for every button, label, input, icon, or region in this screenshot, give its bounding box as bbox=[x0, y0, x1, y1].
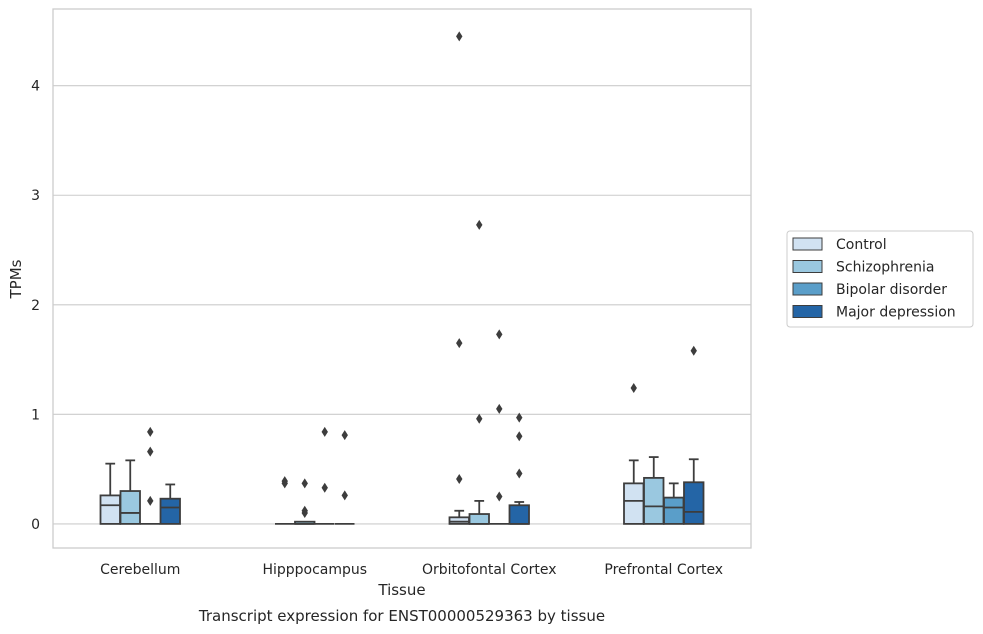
legend-label: Schizophrenia bbox=[836, 260, 934, 276]
box-body bbox=[448, 516, 470, 525]
x-axis-title: Tissue bbox=[377, 581, 425, 599]
legend-swatch bbox=[792, 237, 823, 251]
y-tick-label: 0 bbox=[31, 517, 40, 533]
box-0-0 bbox=[99, 462, 121, 525]
outlier-point bbox=[341, 430, 348, 441]
y-tick-label: 2 bbox=[31, 298, 40, 314]
box-3-1 bbox=[643, 456, 665, 525]
box-1-1 bbox=[294, 478, 316, 525]
outlier-point bbox=[476, 219, 483, 230]
x-tick-label: Hipppocampus bbox=[262, 562, 367, 578]
outlier-point bbox=[516, 412, 523, 423]
outlier-point bbox=[456, 31, 463, 42]
plot-frame bbox=[52, 8, 752, 549]
legend-label: Control bbox=[836, 237, 887, 253]
outlier-point bbox=[147, 446, 154, 457]
box-0-3 bbox=[159, 483, 181, 525]
outlier-point bbox=[476, 413, 483, 424]
x-tick-label: Orbitofontal Cortex bbox=[422, 562, 557, 578]
chart-caption: Transcript expression for ENST0000052936… bbox=[198, 607, 605, 625]
box-3-3 bbox=[683, 345, 705, 525]
box-1-3 bbox=[335, 430, 355, 525]
box-body bbox=[508, 504, 530, 525]
box-2-1 bbox=[468, 219, 490, 525]
box-2-2 bbox=[489, 329, 509, 525]
legend-swatch bbox=[792, 282, 823, 296]
y-tick-label: 3 bbox=[31, 188, 40, 204]
legend-swatch bbox=[792, 305, 823, 318]
outlier-point bbox=[281, 476, 288, 487]
box-2-3 bbox=[508, 412, 530, 525]
box-2-0 bbox=[448, 31, 470, 525]
outlier-point bbox=[630, 383, 637, 394]
outlier-point bbox=[496, 491, 503, 502]
outlier-point bbox=[147, 495, 154, 506]
box-0-1 bbox=[119, 459, 141, 525]
box-body bbox=[683, 481, 705, 525]
box-1-0 bbox=[275, 476, 295, 525]
y-tick-label: 4 bbox=[31, 79, 40, 95]
outlier-point bbox=[496, 329, 503, 340]
box-groups bbox=[99, 31, 705, 525]
box-0-2 bbox=[140, 426, 160, 525]
outlier-point bbox=[301, 505, 308, 516]
outlier-point bbox=[516, 431, 523, 442]
y-tick-labels: 0 1 2 3 4 bbox=[31, 79, 40, 533]
outlier-point bbox=[341, 490, 348, 501]
outlier-point bbox=[321, 482, 328, 493]
legend-label: Bipolar disorder bbox=[836, 282, 947, 298]
outlier-point bbox=[301, 478, 308, 489]
box-1-2 bbox=[315, 426, 335, 525]
legend: Control Schizophrenia Bipolar disorder Majo… bbox=[786, 230, 974, 328]
outlier-point bbox=[690, 345, 697, 356]
box-body bbox=[119, 490, 141, 525]
x-tick-label: Cerebellum bbox=[100, 562, 180, 578]
box-body bbox=[468, 513, 490, 525]
box-3-2 bbox=[663, 482, 685, 525]
legend-label: Major depression bbox=[836, 305, 956, 321]
y-axis-title: TPMs bbox=[7, 259, 25, 299]
outlier-point bbox=[321, 426, 328, 437]
legend-frame bbox=[786, 230, 974, 328]
x-tick-labels: Cerebellum Hipppocampus Orbitofontal Corte… bbox=[100, 562, 723, 578]
outlier-point bbox=[456, 338, 463, 349]
outlier-point bbox=[496, 403, 503, 414]
x-tick-label: Prefrontal Cortex bbox=[604, 562, 723, 578]
outlier-point bbox=[516, 468, 523, 479]
box-body bbox=[663, 496, 685, 525]
box-body bbox=[99, 494, 121, 525]
outlier-point bbox=[456, 473, 463, 484]
y-tick-label: 1 bbox=[31, 407, 40, 423]
gridlines bbox=[53, 85, 751, 525]
legend-swatch bbox=[792, 260, 823, 273]
box-3-0 bbox=[623, 383, 645, 525]
box-body bbox=[623, 482, 645, 525]
box-body bbox=[643, 476, 665, 525]
outlier-point bbox=[147, 426, 154, 437]
box-body bbox=[159, 497, 181, 525]
